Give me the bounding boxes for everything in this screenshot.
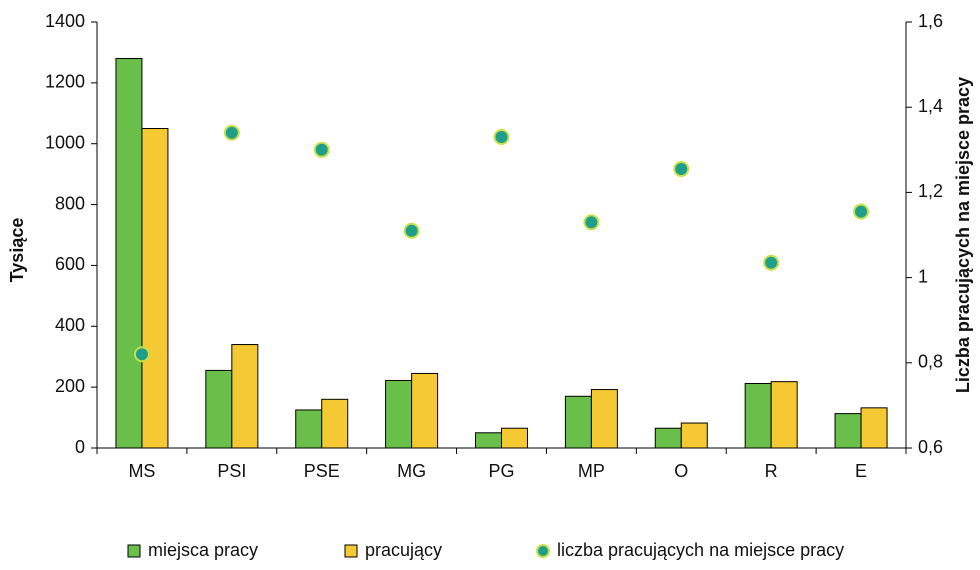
y2-tick-label: 1,6 [918, 11, 943, 31]
x-tick-label: R [765, 461, 778, 481]
bar [321, 398, 349, 449]
legend-label: pracujący [365, 540, 442, 560]
bar [834, 413, 862, 449]
bar [141, 128, 169, 449]
y-tick-label: 1400 [45, 11, 85, 31]
bar [770, 381, 798, 449]
bar [475, 432, 502, 449]
x-tick-label: PSE [304, 461, 340, 481]
y-tick-label: 0 [75, 437, 85, 457]
scatter-point [403, 222, 420, 239]
y2-tick-label: 1 [918, 266, 928, 286]
legend-label: miejsca pracy [148, 540, 258, 560]
y2-tick-label: 1,4 [918, 96, 943, 116]
scatter-point [223, 124, 240, 141]
legend-marker [127, 544, 141, 558]
scatter-point [583, 214, 600, 231]
bar [860, 407, 888, 449]
y-tick-label: 800 [55, 193, 85, 213]
scatter-point [493, 129, 510, 146]
y2-axis-title: Liczba pracujących na miejsce pracy [953, 77, 973, 393]
x-tick-label: MG [397, 461, 426, 481]
y-tick-label: 1000 [45, 132, 85, 152]
x-tick-label: MP [578, 461, 605, 481]
y-axis-title: Tysiące [7, 218, 27, 283]
bar [295, 409, 323, 449]
bar [590, 389, 618, 449]
y2-tick-label: 0,8 [918, 352, 943, 372]
bar [115, 58, 143, 449]
bar [654, 427, 682, 449]
x-tick-label: MS [128, 461, 155, 481]
bar [231, 344, 259, 449]
scatter-point [673, 160, 690, 177]
y-tick-label: 600 [55, 254, 85, 274]
legend-marker [536, 544, 550, 558]
x-tick-label: PSI [217, 461, 246, 481]
bar [205, 369, 233, 449]
bar [501, 427, 528, 449]
bar [385, 379, 413, 449]
y-tick-label: 200 [55, 376, 85, 396]
x-tick-label: E [855, 461, 867, 481]
x-tick-label: O [674, 461, 688, 481]
legend-marker [344, 544, 358, 558]
legend-label: liczba pracujących na miejsce pracy [557, 540, 844, 560]
scatter-point [853, 203, 870, 220]
y-tick-label: 400 [55, 315, 85, 335]
bar [564, 395, 592, 449]
y2-tick-label: 1,2 [918, 181, 943, 201]
bar [680, 422, 708, 449]
scatter-point [763, 254, 780, 271]
y2-tick-label: 0,6 [918, 437, 943, 457]
scatter-point [313, 141, 330, 158]
x-tick-label: PG [488, 461, 514, 481]
scatter-point [133, 346, 150, 363]
bar [411, 372, 439, 449]
y-tick-label: 1200 [45, 72, 85, 92]
bar [744, 382, 772, 449]
